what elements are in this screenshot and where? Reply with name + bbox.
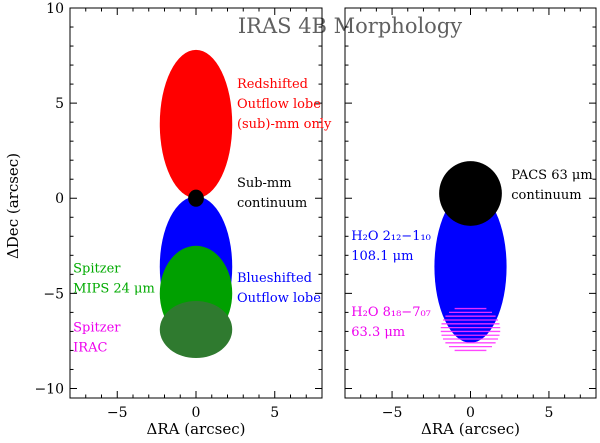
panel-right: −5 0 5 ΔRA (arcsec) PACS 63 μm continuum H₂O 2… — [344, 7, 597, 438]
annotation-line: MIPS 24 μm — [73, 281, 155, 296]
annotation-label: H₂O 2₁₂−1₁₀ 108.1 μm — [351, 229, 431, 264]
annotation-label: Spitzer MIPS 24 μm — [73, 261, 155, 296]
annotation-line: (sub)-mm only — [237, 117, 332, 132]
annotation-line: PACS 63 μm — [511, 168, 592, 183]
black-core — [439, 161, 502, 226]
x-tick-label: 0 — [466, 405, 475, 421]
irac-blob — [159, 300, 233, 359]
panel-left: −5 0 5 −10 −5 0 5 10 ΔRA (arcsec) Redshifted Outfl… — [34, 1, 332, 438]
x-tick-label: −5 — [107, 405, 128, 421]
annotation-label: Spitzer IRAC — [73, 320, 121, 355]
x-tick-label: −5 — [382, 405, 403, 421]
annotation-line: Spitzer — [73, 320, 121, 335]
annotation-line: continuum — [511, 188, 581, 203]
chart-title: IRAS 4B Morphology — [238, 14, 462, 38]
y-tick-label: −10 — [34, 381, 64, 397]
annotation-line: 63.3 μm — [351, 325, 405, 340]
magenta-hatch — [440, 307, 501, 352]
panels-group: −5 0 5 −10 −5 0 5 10 ΔRA (arcsec) Redshifted Outfl… — [34, 1, 597, 438]
annotation-line: Sub-mm — [237, 176, 292, 191]
y-tick-label: 0 — [55, 191, 64, 207]
annotation-line: Blueshifted — [237, 271, 312, 286]
x-axis-label: ΔRA (arcsec) — [147, 420, 246, 438]
annotation-label: Sub-mm continuum — [237, 176, 307, 211]
annotation-line: Outflow lobe — [237, 97, 321, 112]
annotation-label: PACS 63 μm continuum — [511, 168, 592, 203]
y-axis-label: ΔDec (arcsec) — [4, 153, 22, 259]
annotation-label: H₂O 8₁₈−7₀₇ 63.3 μm — [351, 305, 431, 340]
red-lobe — [159, 49, 233, 199]
panel-shapes — [159, 49, 233, 359]
annotation-label: Redshifted Outflow lobe (sub)-mm only — [237, 77, 332, 132]
annotation-line: 108.1 μm — [351, 249, 413, 264]
x-tick-label: 5 — [270, 405, 279, 421]
x-tick-label: 5 — [544, 405, 553, 421]
annotation-line: IRAC — [73, 340, 107, 355]
x-tick-label: 0 — [192, 405, 201, 421]
annotation-label: Blueshifted Outflow lobe — [237, 271, 321, 306]
annotation-line: H₂O 8₁₈−7₀₇ — [351, 305, 431, 320]
x-axis-label: ΔRA (arcsec) — [421, 420, 520, 438]
panel-shapes — [434, 161, 507, 352]
annotation-line: continuum — [237, 196, 307, 211]
y-tick-label: −5 — [43, 286, 64, 302]
annotation-line: Spitzer — [73, 261, 121, 276]
blue-core — [434, 190, 507, 343]
y-tick-label: 5 — [55, 96, 64, 112]
annotation-line: Outflow lobe — [237, 291, 321, 306]
annotation-line: H₂O 2₁₂−1₁₀ — [351, 229, 431, 244]
y-tick-label: 10 — [46, 1, 64, 17]
annotation-line: Redshifted — [237, 77, 308, 92]
submm-core — [188, 189, 204, 207]
